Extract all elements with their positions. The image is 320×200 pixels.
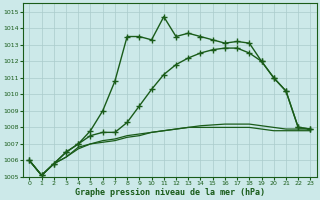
X-axis label: Graphe pression niveau de la mer (hPa): Graphe pression niveau de la mer (hPa) xyxy=(75,188,265,197)
